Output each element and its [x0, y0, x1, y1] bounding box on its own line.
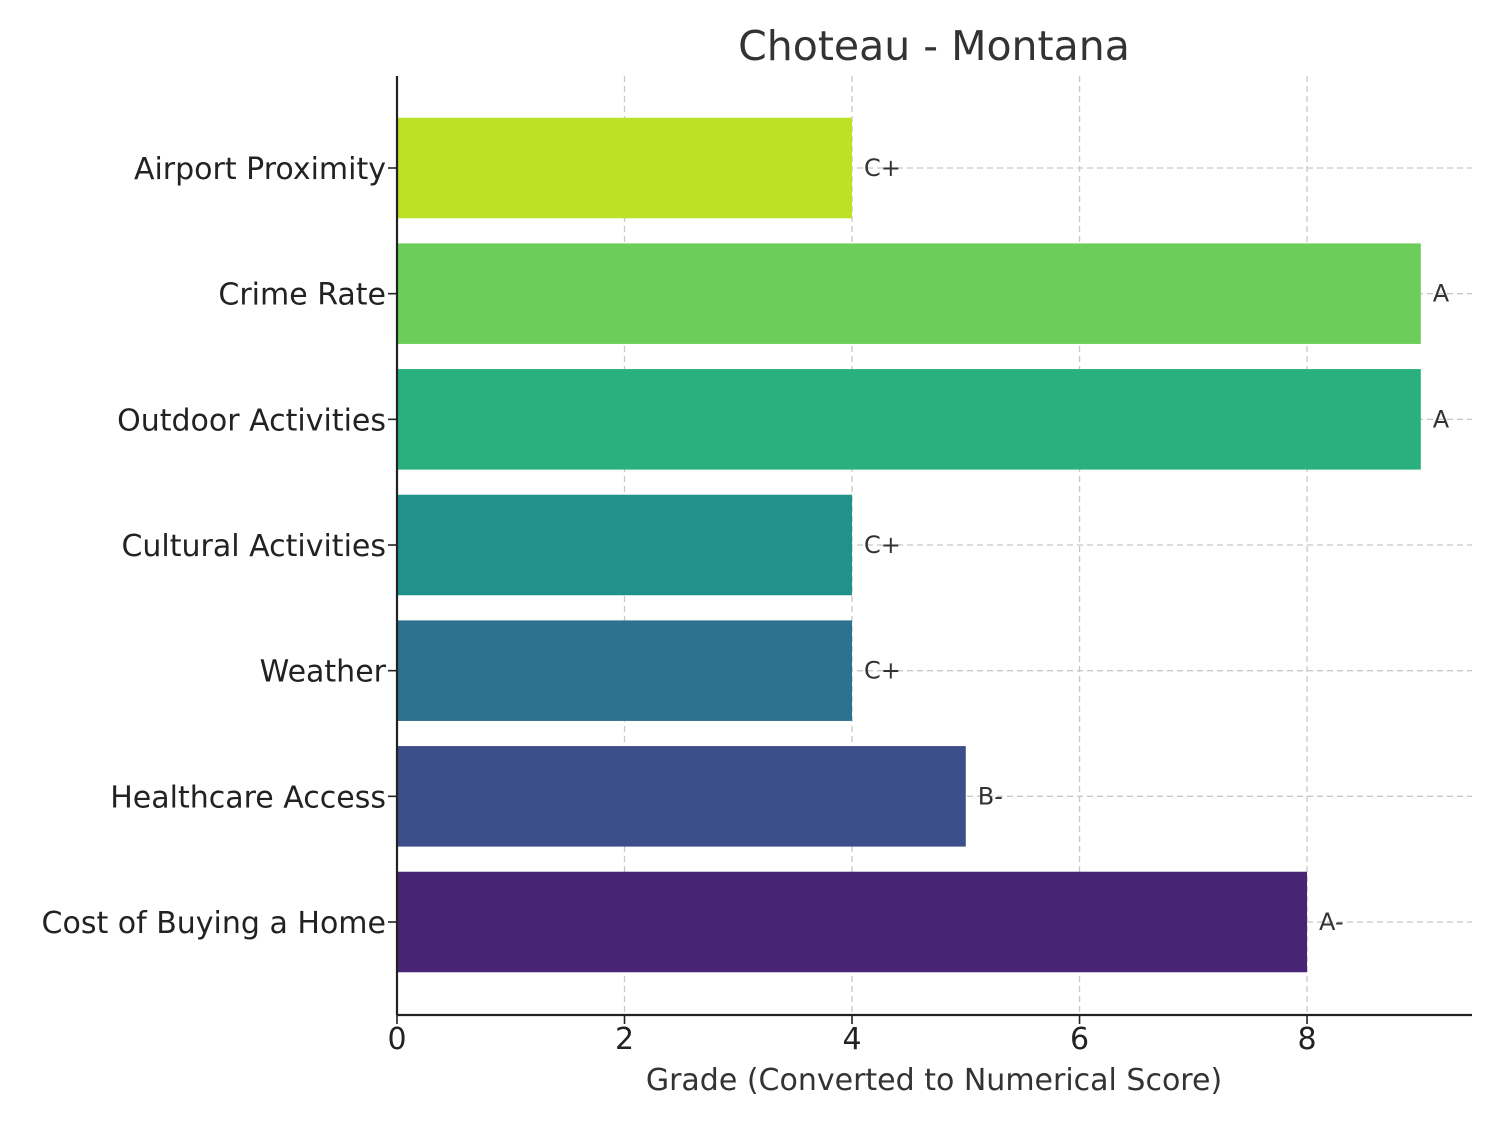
x-tick-label: 8 [1298, 1022, 1317, 1057]
bar [397, 620, 853, 721]
bar [397, 369, 1421, 470]
grade-label: B- [978, 782, 1003, 810]
x-tick-label: 0 [387, 1022, 406, 1057]
category-label: Cost of Buying a Home [42, 906, 386, 941]
bar [397, 117, 853, 219]
grade-label: A- [1319, 908, 1344, 936]
grade-label: C+ [864, 531, 901, 559]
grade-label: C+ [864, 657, 901, 685]
grade-label: C+ [864, 154, 901, 182]
category-label: Outdoor Activities [117, 403, 386, 438]
bar [397, 871, 1308, 973]
bar [397, 746, 966, 847]
axes: Cost of Buying a Home Healthcare Access We… [42, 76, 1472, 1057]
x-tick-label: 2 [615, 1022, 634, 1057]
bars [397, 117, 1421, 973]
grade-label: A [1433, 405, 1450, 433]
grade-labels: A- B- C+ C+ A A C+ [864, 154, 1450, 936]
category-label: Healthcare Access [110, 780, 386, 815]
x-tick-label: 4 [842, 1022, 861, 1057]
bar [397, 243, 1421, 344]
category-label: Crime Rate [218, 278, 386, 313]
category-label: Cultural Activities [121, 529, 386, 564]
category-label: Airport Proximity [134, 152, 386, 187]
chart-title: Choteau - Montana [738, 22, 1130, 70]
bar [397, 494, 853, 596]
grade-label: A [1433, 280, 1450, 308]
x-axis-title: Grade (Converted to Numerical Score) [646, 1063, 1222, 1098]
category-label: Weather [260, 655, 387, 690]
x-tick-label: 6 [1070, 1022, 1089, 1057]
